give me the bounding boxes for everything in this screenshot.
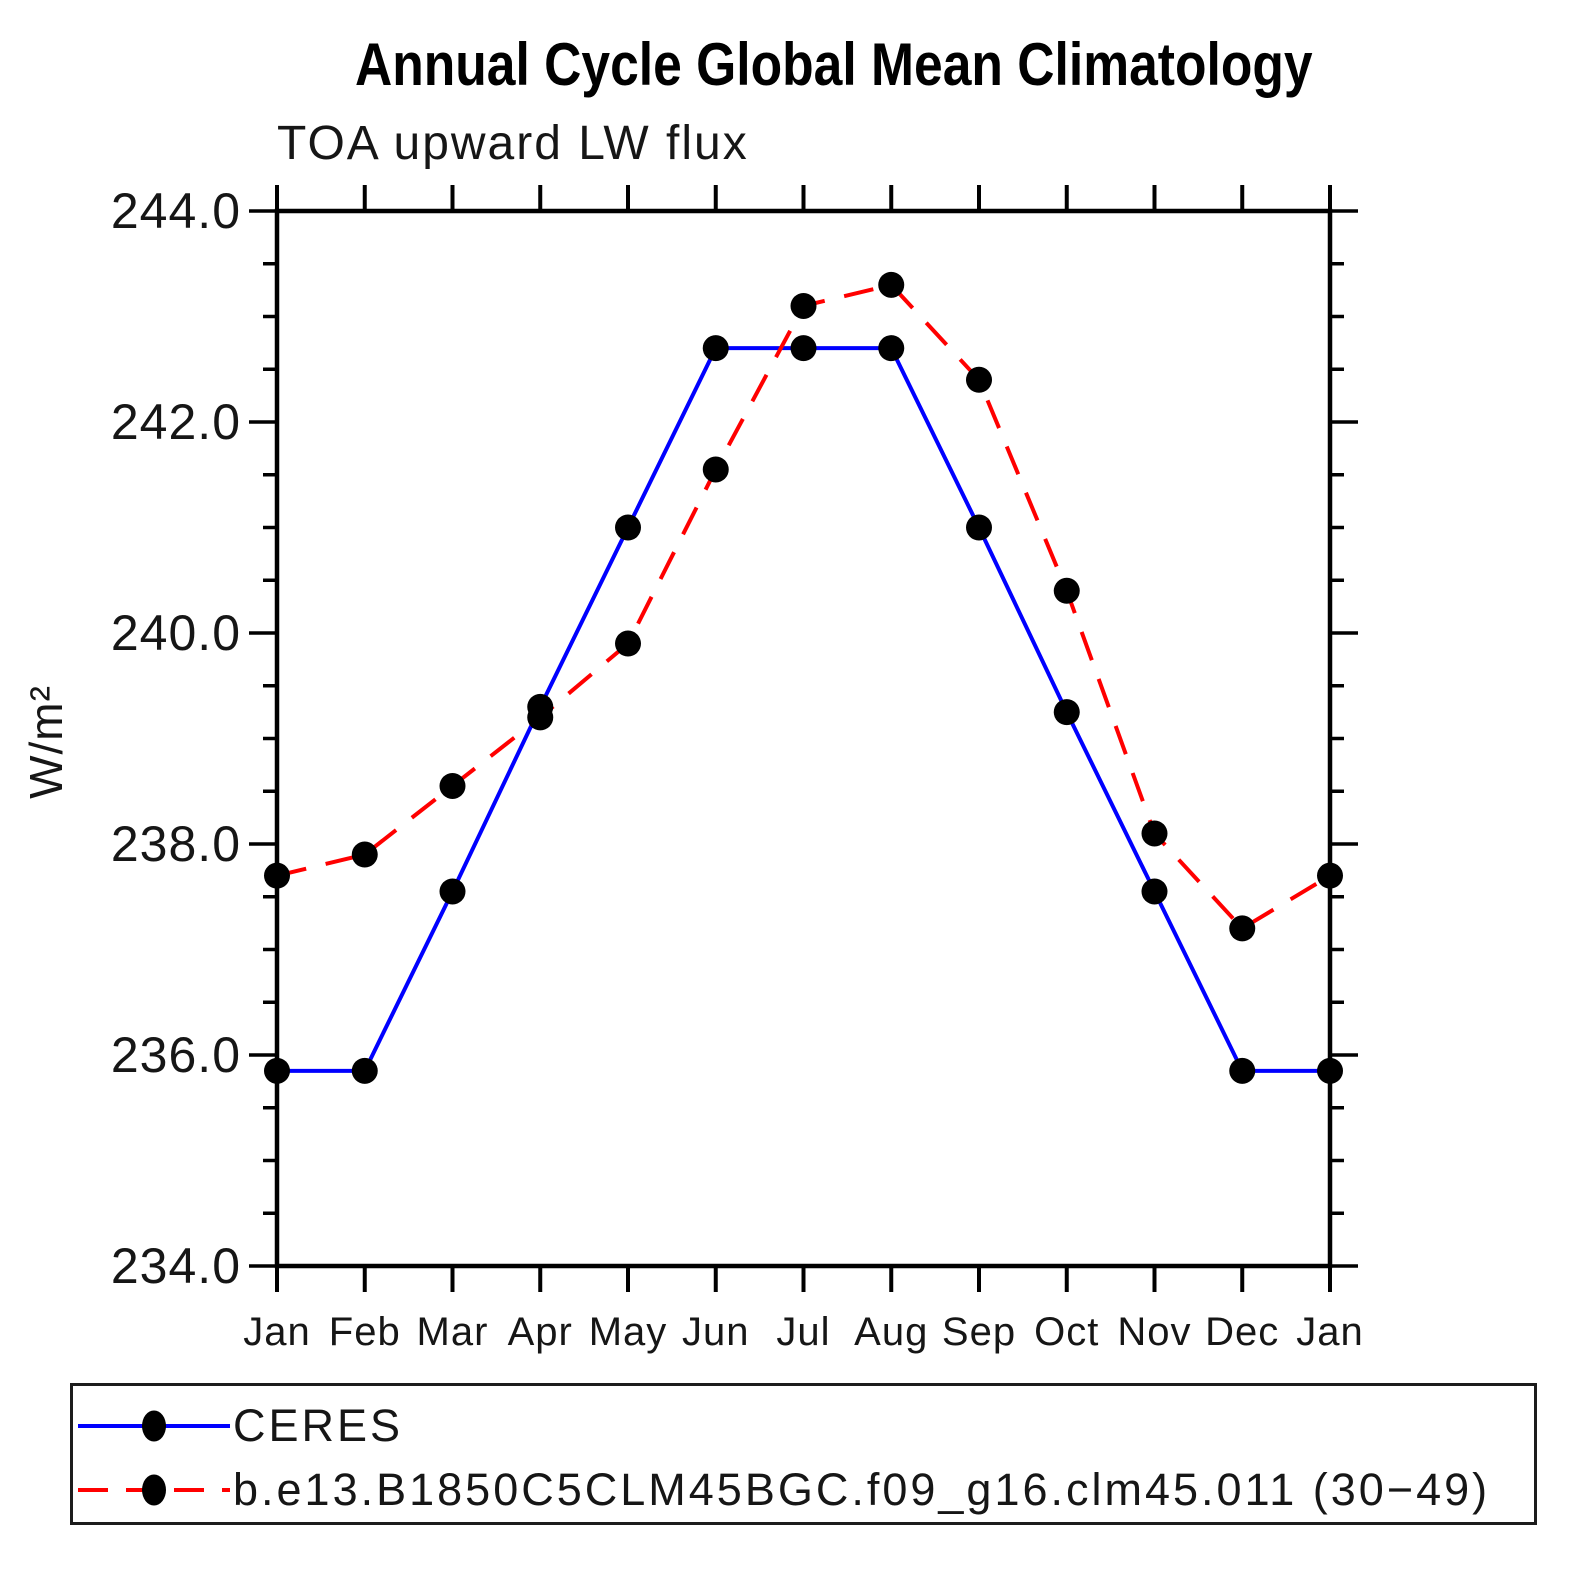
data-point-series1 [615, 630, 641, 657]
legend-marker-dot-icon [142, 1410, 166, 1442]
data-point-series1 [1229, 915, 1256, 942]
data-point-series0 [878, 335, 905, 362]
chart-subtitle: TOA upward LW flux [277, 117, 749, 170]
data-point-series1 [439, 772, 466, 799]
x-tick-label: Aug [854, 1310, 928, 1354]
y-tick-label: 234.0 [111, 1238, 241, 1294]
data-point-series0 [966, 514, 992, 541]
plot-frame [274, 208, 1333, 1269]
x-tick-label: Jan [243, 1310, 311, 1354]
x-tick-label: Nov [1117, 1310, 1191, 1354]
y-tick-label: 238.0 [111, 816, 241, 872]
data-point-series1 [351, 841, 378, 868]
x-tick-label: Feb [329, 1310, 401, 1354]
data-point-series0 [351, 1057, 378, 1084]
data-point-series1 [702, 456, 729, 483]
legend-box: CERES b.e13.B1850C5CLM45BGC.f09_g16.clm4… [70, 1383, 1537, 1525]
data-point-series0 [1141, 878, 1168, 905]
legend-label-ceres: CERES [233, 1400, 404, 1451]
data-point-series0 [790, 335, 817, 362]
y-axis-title: W/m² [20, 685, 72, 799]
x-tick-label: Jan [1296, 1310, 1364, 1354]
data-point-series0 [1317, 1057, 1343, 1084]
data-point-series0 [615, 514, 641, 541]
data-point-series0 [264, 1057, 290, 1084]
data-point-series1 [1053, 577, 1080, 604]
data-point-series1 [1141, 820, 1168, 847]
series-line-0 [277, 346, 1330, 1073]
x-tick-label: May [589, 1310, 668, 1354]
legend-label-model: b.e13.B1850C5CLM45BGC.f09_g16.clm45.011 … [233, 1464, 1491, 1515]
x-tick-label: Jun [682, 1310, 750, 1354]
x-tick-label: Dec [1205, 1310, 1279, 1354]
data-point-series1 [966, 366, 992, 393]
x-tick-label: Sep [942, 1310, 1016, 1354]
x-tick-label: Mar [417, 1310, 489, 1354]
legend-marker-dot-icon [142, 1474, 166, 1506]
x-tick-label: Jul [776, 1310, 830, 1354]
legend-entry-ceres: CERES [78, 1396, 403, 1456]
x-tick-label: Apr [508, 1310, 573, 1354]
data-point-series1 [878, 271, 905, 298]
y-tick-label: 242.0 [111, 394, 241, 450]
data-point-series1 [527, 704, 554, 731]
series-line-1 [276, 282, 1332, 931]
chart-title-text: Annual Cycle Global Mean Climatology [354, 31, 1313, 98]
y-tick-label: 236.0 [111, 1027, 241, 1083]
legend-line-dashed-red [78, 1474, 230, 1506]
data-point-series1 [790, 292, 817, 319]
data-point-series0 [1053, 699, 1080, 726]
data-point-series0 [1229, 1057, 1256, 1084]
legend-entry-model: b.e13.B1850C5CLM45BGC.f09_g16.clm45.011 … [78, 1460, 1490, 1520]
data-point-series1 [264, 862, 290, 889]
x-tick-label: Oct [1034, 1310, 1099, 1354]
y-tick-label: 240.0 [111, 605, 241, 661]
data-point-series0 [439, 878, 466, 905]
legend-line-solid-blue [78, 1410, 230, 1442]
y-tick-label: 244.0 [111, 183, 241, 239]
chart-title: Annual Cycle Global Mean Climatology [277, 30, 1330, 99]
data-point-series1 [1317, 862, 1343, 889]
data-point-series0 [702, 335, 729, 362]
